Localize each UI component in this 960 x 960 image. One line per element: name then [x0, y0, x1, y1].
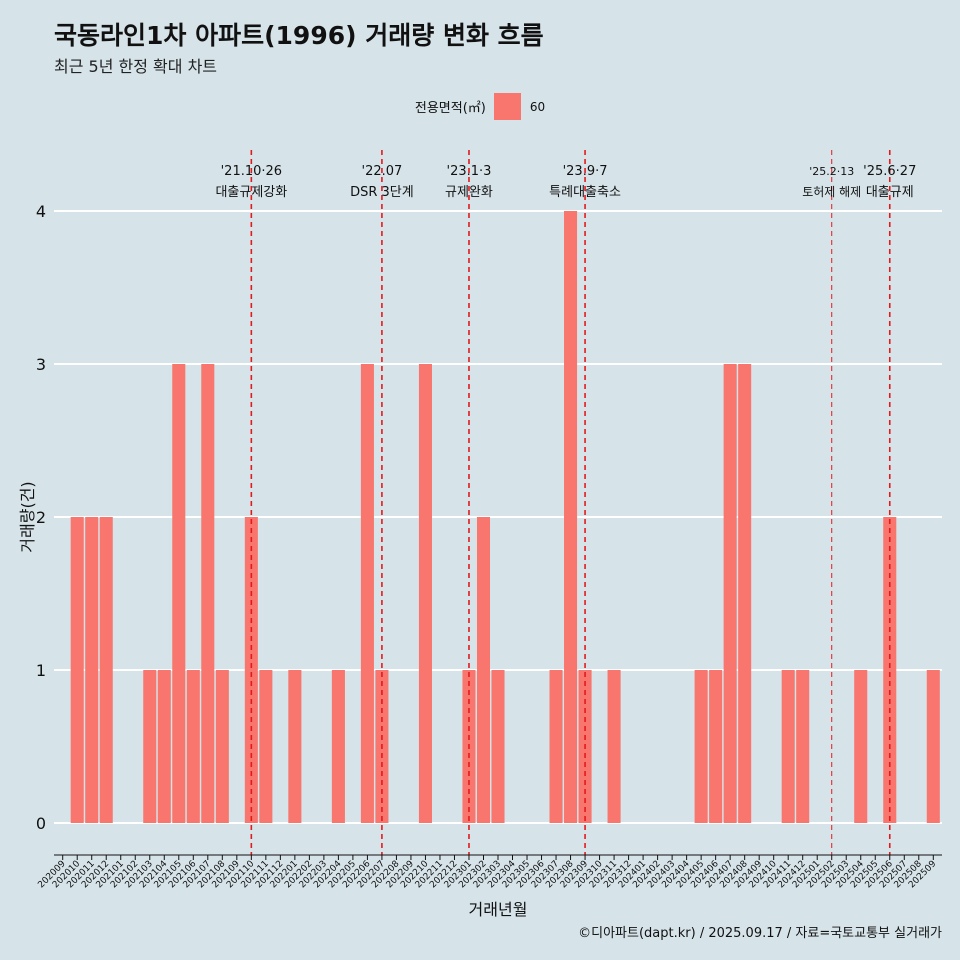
- bar-202405: [694, 670, 708, 823]
- x-axis: 2020092020102020112020122021012021022021…: [36, 854, 942, 890]
- bar-202108: [215, 670, 229, 823]
- legend-key-60: [493, 93, 521, 120]
- bar-202412: [796, 670, 810, 823]
- event-date-label: '25.2·13: [809, 165, 854, 178]
- chart-subtitle: 최근 5년 한정 확대 차트: [54, 57, 218, 76]
- y-tick-label: 2: [36, 508, 46, 527]
- event-date-label: '22.07: [362, 164, 403, 179]
- bar-202110: [244, 517, 258, 823]
- bar-202204: [331, 670, 345, 823]
- bar-202509: [926, 670, 940, 823]
- bar-202302: [476, 517, 491, 823]
- bar-202210: [418, 364, 432, 823]
- bar-202504: [854, 670, 868, 823]
- source-caption: ©디아파트(dapt.kr) / 2025.09.17 / 자료=국토교통부 실…: [578, 926, 942, 941]
- y-tick-label: 1: [36, 661, 46, 680]
- bar-202107: [201, 364, 215, 823]
- legend-label-60: 60: [529, 99, 546, 114]
- legend-title: 전용면적(㎡): [414, 101, 486, 116]
- bar-202103: [143, 670, 157, 823]
- event-lines: '21.10·26 대출규제강화 '22.07 DSR 3단계 '23.1·3 규제완화 '…: [215, 150, 916, 855]
- bars: [70, 211, 940, 823]
- bar-202406: [709, 670, 723, 823]
- x-axis-label: 거래년월: [469, 900, 528, 919]
- event-desc-label: 대출규제: [866, 185, 914, 200]
- bar-202105: [172, 364, 186, 823]
- bar-202111: [259, 670, 273, 823]
- bar-202010: [70, 517, 84, 823]
- bar-202506: [883, 517, 897, 823]
- event-desc-label: 특례대출축소: [549, 185, 621, 200]
- event-desc-label: 규제완화: [445, 185, 493, 200]
- event-desc-label: DSR 3단계: [350, 185, 414, 200]
- bar-202104: [157, 670, 171, 823]
- chart-title: 국동라인1차 아파트(1996) 거래량 변화 흐름: [54, 21, 544, 50]
- y-tick-label: 0: [36, 814, 46, 833]
- event-desc-label: 토허제 해제: [802, 185, 861, 199]
- bar-202311: [607, 670, 621, 823]
- bar-202308: [564, 211, 578, 823]
- bar-202411: [781, 670, 795, 823]
- bar-202206: [360, 364, 374, 823]
- bar-202408: [738, 364, 752, 823]
- bar-202307: [549, 670, 563, 823]
- event-date-label: '25.6·27: [863, 164, 916, 179]
- bar-202012: [99, 517, 113, 823]
- event-desc-label: 대출규제강화: [215, 185, 287, 200]
- bar-202201: [288, 670, 302, 823]
- bar-202011: [85, 517, 99, 823]
- y-axis: 0 1 2 3 4: [36, 202, 46, 833]
- y-tick-label: 3: [36, 355, 46, 374]
- bar-202407: [723, 364, 737, 823]
- event-date-label: '23.1·3: [447, 164, 492, 179]
- y-tick-label: 4: [36, 202, 46, 221]
- legend: 전용면적(㎡) 60: [0, 93, 960, 120]
- y-axis-label: 거래량(건): [18, 481, 37, 552]
- event-date-label: '23.9·7: [563, 164, 608, 179]
- bar-202303: [491, 670, 505, 823]
- event-date-label: '21.10·26: [221, 164, 282, 179]
- bar-202106: [186, 670, 200, 823]
